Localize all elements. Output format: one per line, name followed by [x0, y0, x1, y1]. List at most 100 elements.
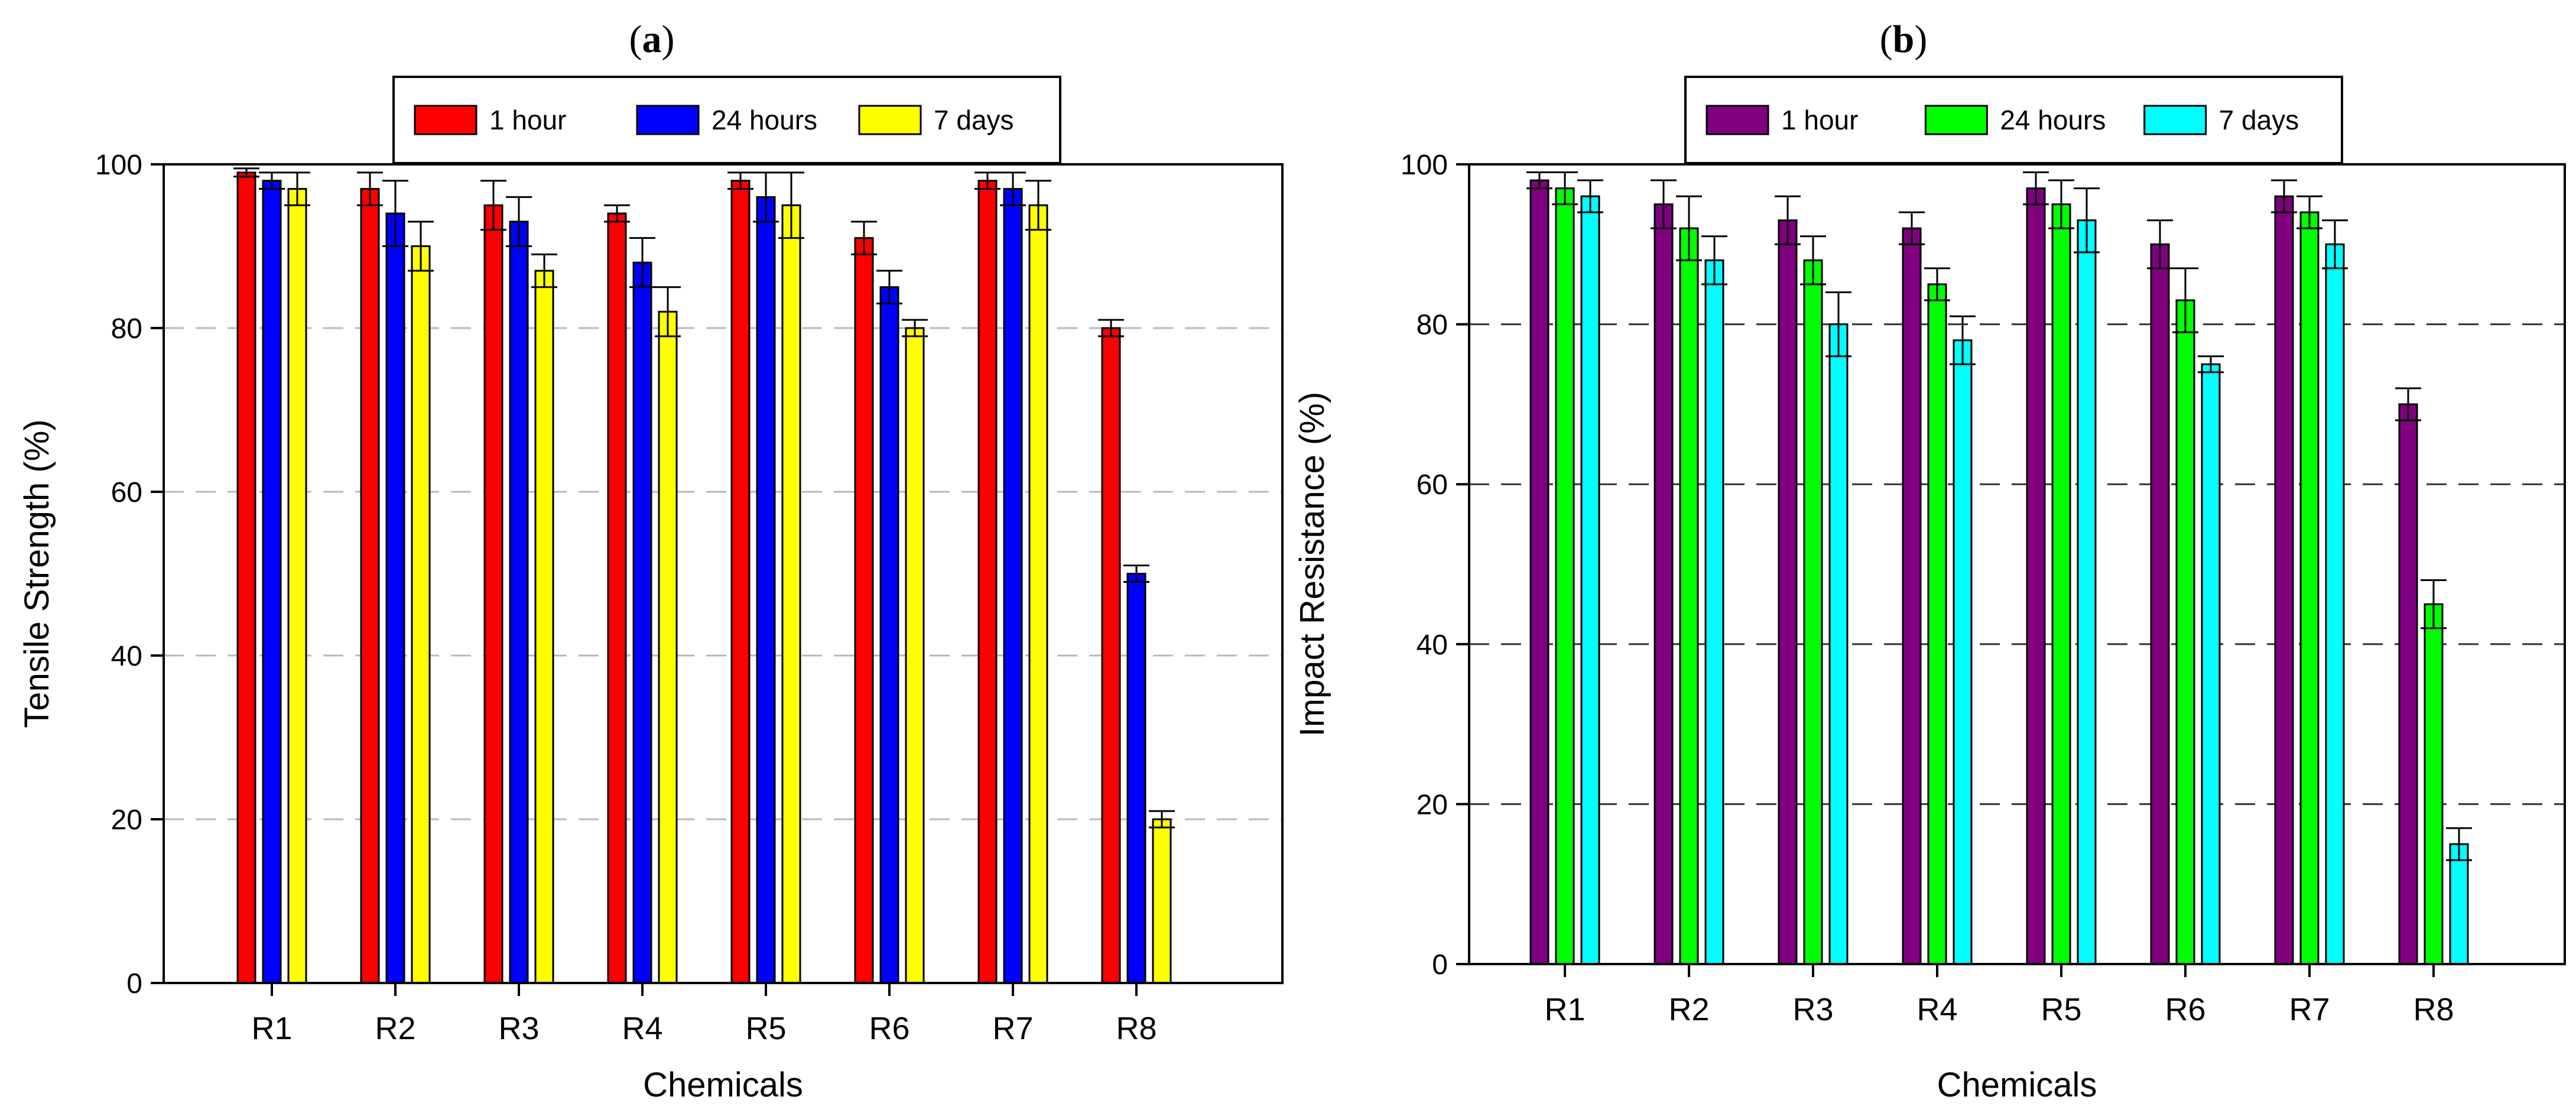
x-tick-label: R1 [251, 1011, 292, 1046]
bar [632, 261, 652, 984]
bar [2449, 843, 2469, 965]
bar [2299, 211, 2320, 965]
legend-label: 1 hour [489, 105, 566, 135]
bar [236, 171, 256, 984]
panel-letter: b [1893, 18, 1915, 61]
x-tick-label: R2 [1668, 992, 1709, 1027]
bar [1580, 195, 1600, 965]
bar [287, 188, 307, 984]
bar [360, 188, 380, 984]
y-tick-label: 40 [111, 641, 142, 672]
bar [1679, 227, 1699, 965]
x-tick-label: R6 [2165, 992, 2205, 1027]
panel-label: (b) [1880, 18, 1928, 61]
x-axis-title: Chemicals [1937, 1066, 2097, 1104]
y-tick-label: 20 [1417, 789, 1448, 820]
bar [1555, 187, 1575, 965]
bar [2175, 299, 2195, 965]
bar [1902, 227, 1922, 965]
x-tick-label: R5 [2041, 992, 2081, 1027]
x-tick-label: R8 [2413, 992, 2454, 1027]
bar [2201, 363, 2221, 965]
chart-panel-b: (b) 0 20 40 60 80 100 R1 R2 R3 R4 R5 R6 R7 R8 Chemicals… [1293, 18, 2566, 1104]
bar [385, 212, 405, 984]
legend-swatch [414, 105, 477, 135]
y-tick-label: 80 [111, 313, 142, 345]
legend-label: 7 days [934, 105, 1014, 135]
y-tick-label: 40 [1417, 630, 1448, 661]
x-tick-label: R3 [498, 1011, 539, 1046]
bar [534, 270, 554, 984]
x-tick-label: R2 [375, 1011, 415, 1046]
legend-swatch [1924, 105, 1988, 135]
bar [2325, 243, 2345, 965]
bar [977, 180, 998, 984]
y-axis-title: Tensile Strength (%) [18, 419, 56, 728]
panel-letter: a [642, 18, 662, 61]
y-axis-title: Impact Resistance (%) [1293, 392, 1331, 737]
legend-label: 24 hours [2000, 105, 2106, 135]
x-tick-label: R5 [745, 1011, 786, 1046]
bar [1126, 573, 1146, 984]
bar [658, 310, 678, 984]
x-tick-label: R6 [869, 1011, 909, 1046]
legend-label: 1 hour [1781, 105, 1858, 135]
bar [756, 196, 776, 984]
bar [781, 204, 801, 984]
y-tick-label: 20 [111, 804, 142, 836]
x-tick-label: R4 [1916, 992, 1957, 1027]
bar [1529, 179, 1550, 965]
legend-swatch [2143, 105, 2207, 135]
x-tick-label: R7 [992, 1011, 1033, 1046]
x-axis-title: Chemicals [643, 1066, 803, 1104]
bar [2026, 187, 2046, 965]
chart-panel-a: (a) 0 20 40 60 80 100 R1 R2 R3 R4 R5 R6 R7 R8 Chemicals… [18, 18, 1284, 1104]
bar [262, 180, 282, 984]
bar [1953, 339, 1973, 965]
bar [1927, 283, 1947, 965]
y-tick-label: 0 [126, 968, 142, 1000]
y-tick-label: 0 [1432, 949, 1448, 981]
bar [607, 212, 627, 984]
bar [1101, 327, 1121, 984]
legend-label: 24 hours [712, 105, 817, 135]
bar [1828, 323, 1849, 965]
x-tick-label: R8 [1116, 1011, 1157, 1046]
bar [854, 237, 874, 984]
bar [1003, 188, 1023, 984]
bar [1654, 203, 1674, 965]
bar [1152, 818, 1172, 984]
legend-swatch [636, 105, 700, 135]
bar [2398, 403, 2418, 965]
bar [1704, 259, 1724, 965]
bar [905, 327, 925, 984]
y-tick-label: 80 [1417, 310, 1448, 341]
legend: 1 hour 24 hours 7 days [392, 76, 1061, 164]
bar [2077, 219, 2097, 965]
bar [2150, 243, 2170, 965]
x-tick-label: R3 [1792, 992, 1833, 1027]
legend-swatch [1706, 105, 1769, 135]
legend-label: 7 days [2219, 105, 2299, 135]
legend-box [392, 76, 1061, 164]
legend-box [1684, 76, 2343, 164]
bar [730, 180, 751, 984]
bar [879, 286, 899, 984]
bar [1778, 219, 1798, 965]
bar [1028, 204, 1048, 984]
y-tick-label: 60 [111, 477, 142, 508]
bar [2424, 603, 2444, 965]
bar [1803, 259, 1823, 965]
legend-swatch [858, 105, 922, 135]
bar [483, 204, 503, 984]
y-tick-label: 100 [95, 150, 142, 181]
x-tick-label: R4 [622, 1011, 662, 1046]
panel-label: (a) [629, 18, 675, 61]
y-tick-label: 100 [1401, 150, 1448, 181]
x-tick-label: R1 [1544, 992, 1585, 1027]
bar [411, 245, 431, 984]
x-tick-label: R7 [2289, 992, 2330, 1027]
y-tick-label: 60 [1417, 469, 1448, 501]
bar [2274, 195, 2294, 965]
